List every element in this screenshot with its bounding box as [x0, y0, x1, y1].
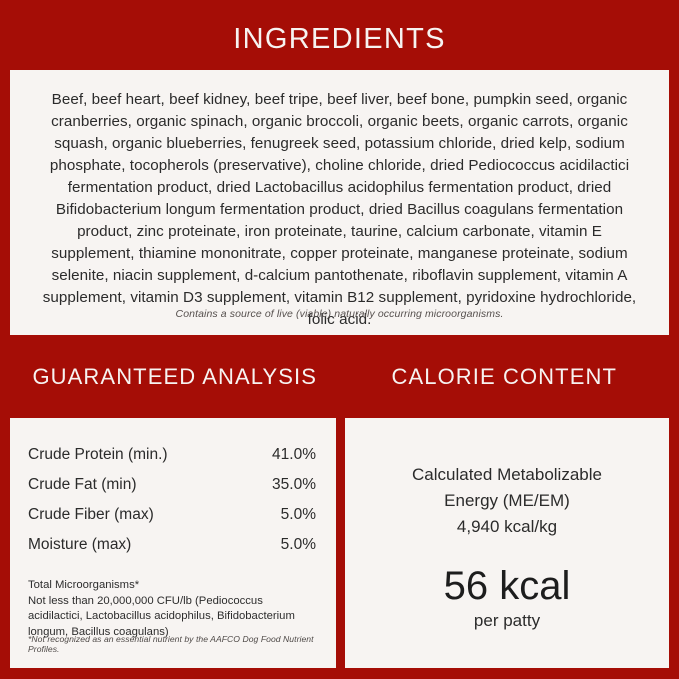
analysis-row-value: 35.0% [272, 476, 316, 493]
bottom-section-titles: GUARANTEED ANALYSIS CALORIE CONTENT [10, 366, 669, 388]
analysis-row-label: Moisture (max) [28, 536, 132, 553]
ingredients-card: Beef, beef heart, beef kidney, beef trip… [10, 70, 669, 335]
analysis-row: Crude Fiber (max) 5.0% [26, 500, 320, 530]
guaranteed-analysis-section-title: GUARANTEED ANALYSIS [32, 364, 318, 389]
total-microorganisms-block: Total Microorganisms* Not less than 20,0… [26, 578, 320, 640]
analysis-row-value: 41.0% [272, 446, 316, 463]
analysis-row-label: Crude Fiber (max) [28, 506, 154, 523]
ingredients-microorganism-note: Contains a source of live (viable) natur… [175, 308, 504, 320]
guaranteed-analysis-card: Crude Protein (min.) 41.0% Crude Fat (mi… [10, 418, 336, 668]
calories-per-serving-unit: per patty [473, 611, 541, 630]
calorie-content-card: Calculated Metabolizable Energy (ME/EM) … [345, 418, 669, 668]
calorie-content-inner: Calculated Metabolizable Energy (ME/EM) … [361, 436, 653, 664]
analysis-row-value: 5.0% [280, 536, 316, 553]
analysis-row-value: 5.0% [280, 506, 316, 523]
ingredients-list-text: Beef, beef heart, beef kidney, beef trip… [42, 91, 637, 328]
analysis-row-label: Crude Fat (min) [28, 476, 137, 493]
calorie-content-section-title: CALORIE CONTENT [391, 364, 618, 389]
metabolizable-energy-label: Calculated Metabolizable Energy (ME/EM) [412, 465, 602, 510]
analysis-row: Moisture (max) 5.0% [26, 530, 320, 560]
analysis-row: Crude Fat (min) 35.0% [26, 470, 320, 500]
aafco-footnote: *Not recognized as an essential nutrient… [28, 634, 314, 654]
total-microorganisms-detail: Not less than 20,000,000 CFU/lb (Pedioco… [28, 594, 295, 638]
metabolizable-energy-value: 4,940 kcal/kg [456, 517, 558, 536]
analysis-row: Crude Protein (min.) 41.0% [26, 440, 320, 470]
ingredients-section-title: INGREDIENTS [233, 23, 446, 55]
guaranteed-analysis-rows: Crude Protein (min.) 41.0% Crude Fat (mi… [26, 440, 320, 560]
total-microorganisms-heading: Total Microorganisms* [28, 579, 140, 591]
calories-per-serving-value: 56 kcal [443, 564, 571, 608]
analysis-row-label: Crude Protein (min.) [28, 446, 168, 463]
